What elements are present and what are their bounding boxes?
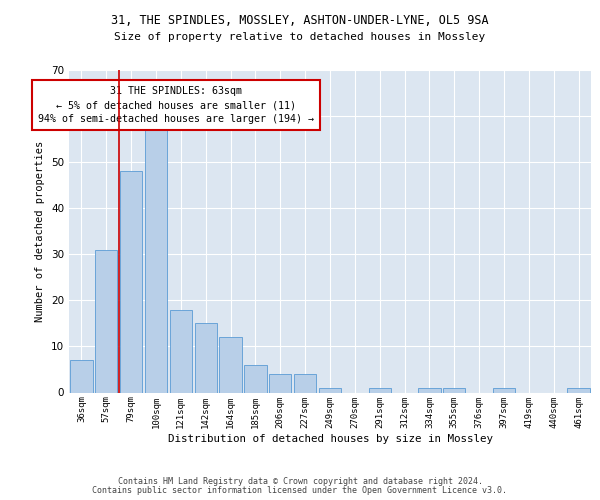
Bar: [368, 388, 391, 392]
Bar: [418, 388, 440, 392]
Bar: [194, 324, 217, 392]
Bar: [294, 374, 316, 392]
Bar: [443, 388, 466, 392]
Bar: [70, 360, 92, 392]
Bar: [95, 250, 118, 392]
Text: Size of property relative to detached houses in Mossley: Size of property relative to detached ho…: [115, 32, 485, 42]
Bar: [568, 388, 590, 392]
Text: Contains public sector information licensed under the Open Government Licence v3: Contains public sector information licen…: [92, 486, 508, 495]
Y-axis label: Number of detached properties: Number of detached properties: [35, 140, 46, 322]
Text: 31 THE SPINDLES: 63sqm
← 5% of detached houses are smaller (11)
94% of semi-deta: 31 THE SPINDLES: 63sqm ← 5% of detached …: [38, 86, 314, 124]
Bar: [319, 388, 341, 392]
Bar: [170, 310, 192, 392]
Text: 31, THE SPINDLES, MOSSLEY, ASHTON-UNDER-LYNE, OL5 9SA: 31, THE SPINDLES, MOSSLEY, ASHTON-UNDER-…: [111, 14, 489, 27]
Text: Contains HM Land Registry data © Crown copyright and database right 2024.: Contains HM Land Registry data © Crown c…: [118, 477, 482, 486]
Bar: [493, 388, 515, 392]
Bar: [220, 337, 242, 392]
Bar: [120, 172, 142, 392]
Bar: [244, 365, 266, 392]
X-axis label: Distribution of detached houses by size in Mossley: Distribution of detached houses by size …: [167, 434, 493, 444]
Bar: [269, 374, 292, 392]
Bar: [145, 130, 167, 392]
